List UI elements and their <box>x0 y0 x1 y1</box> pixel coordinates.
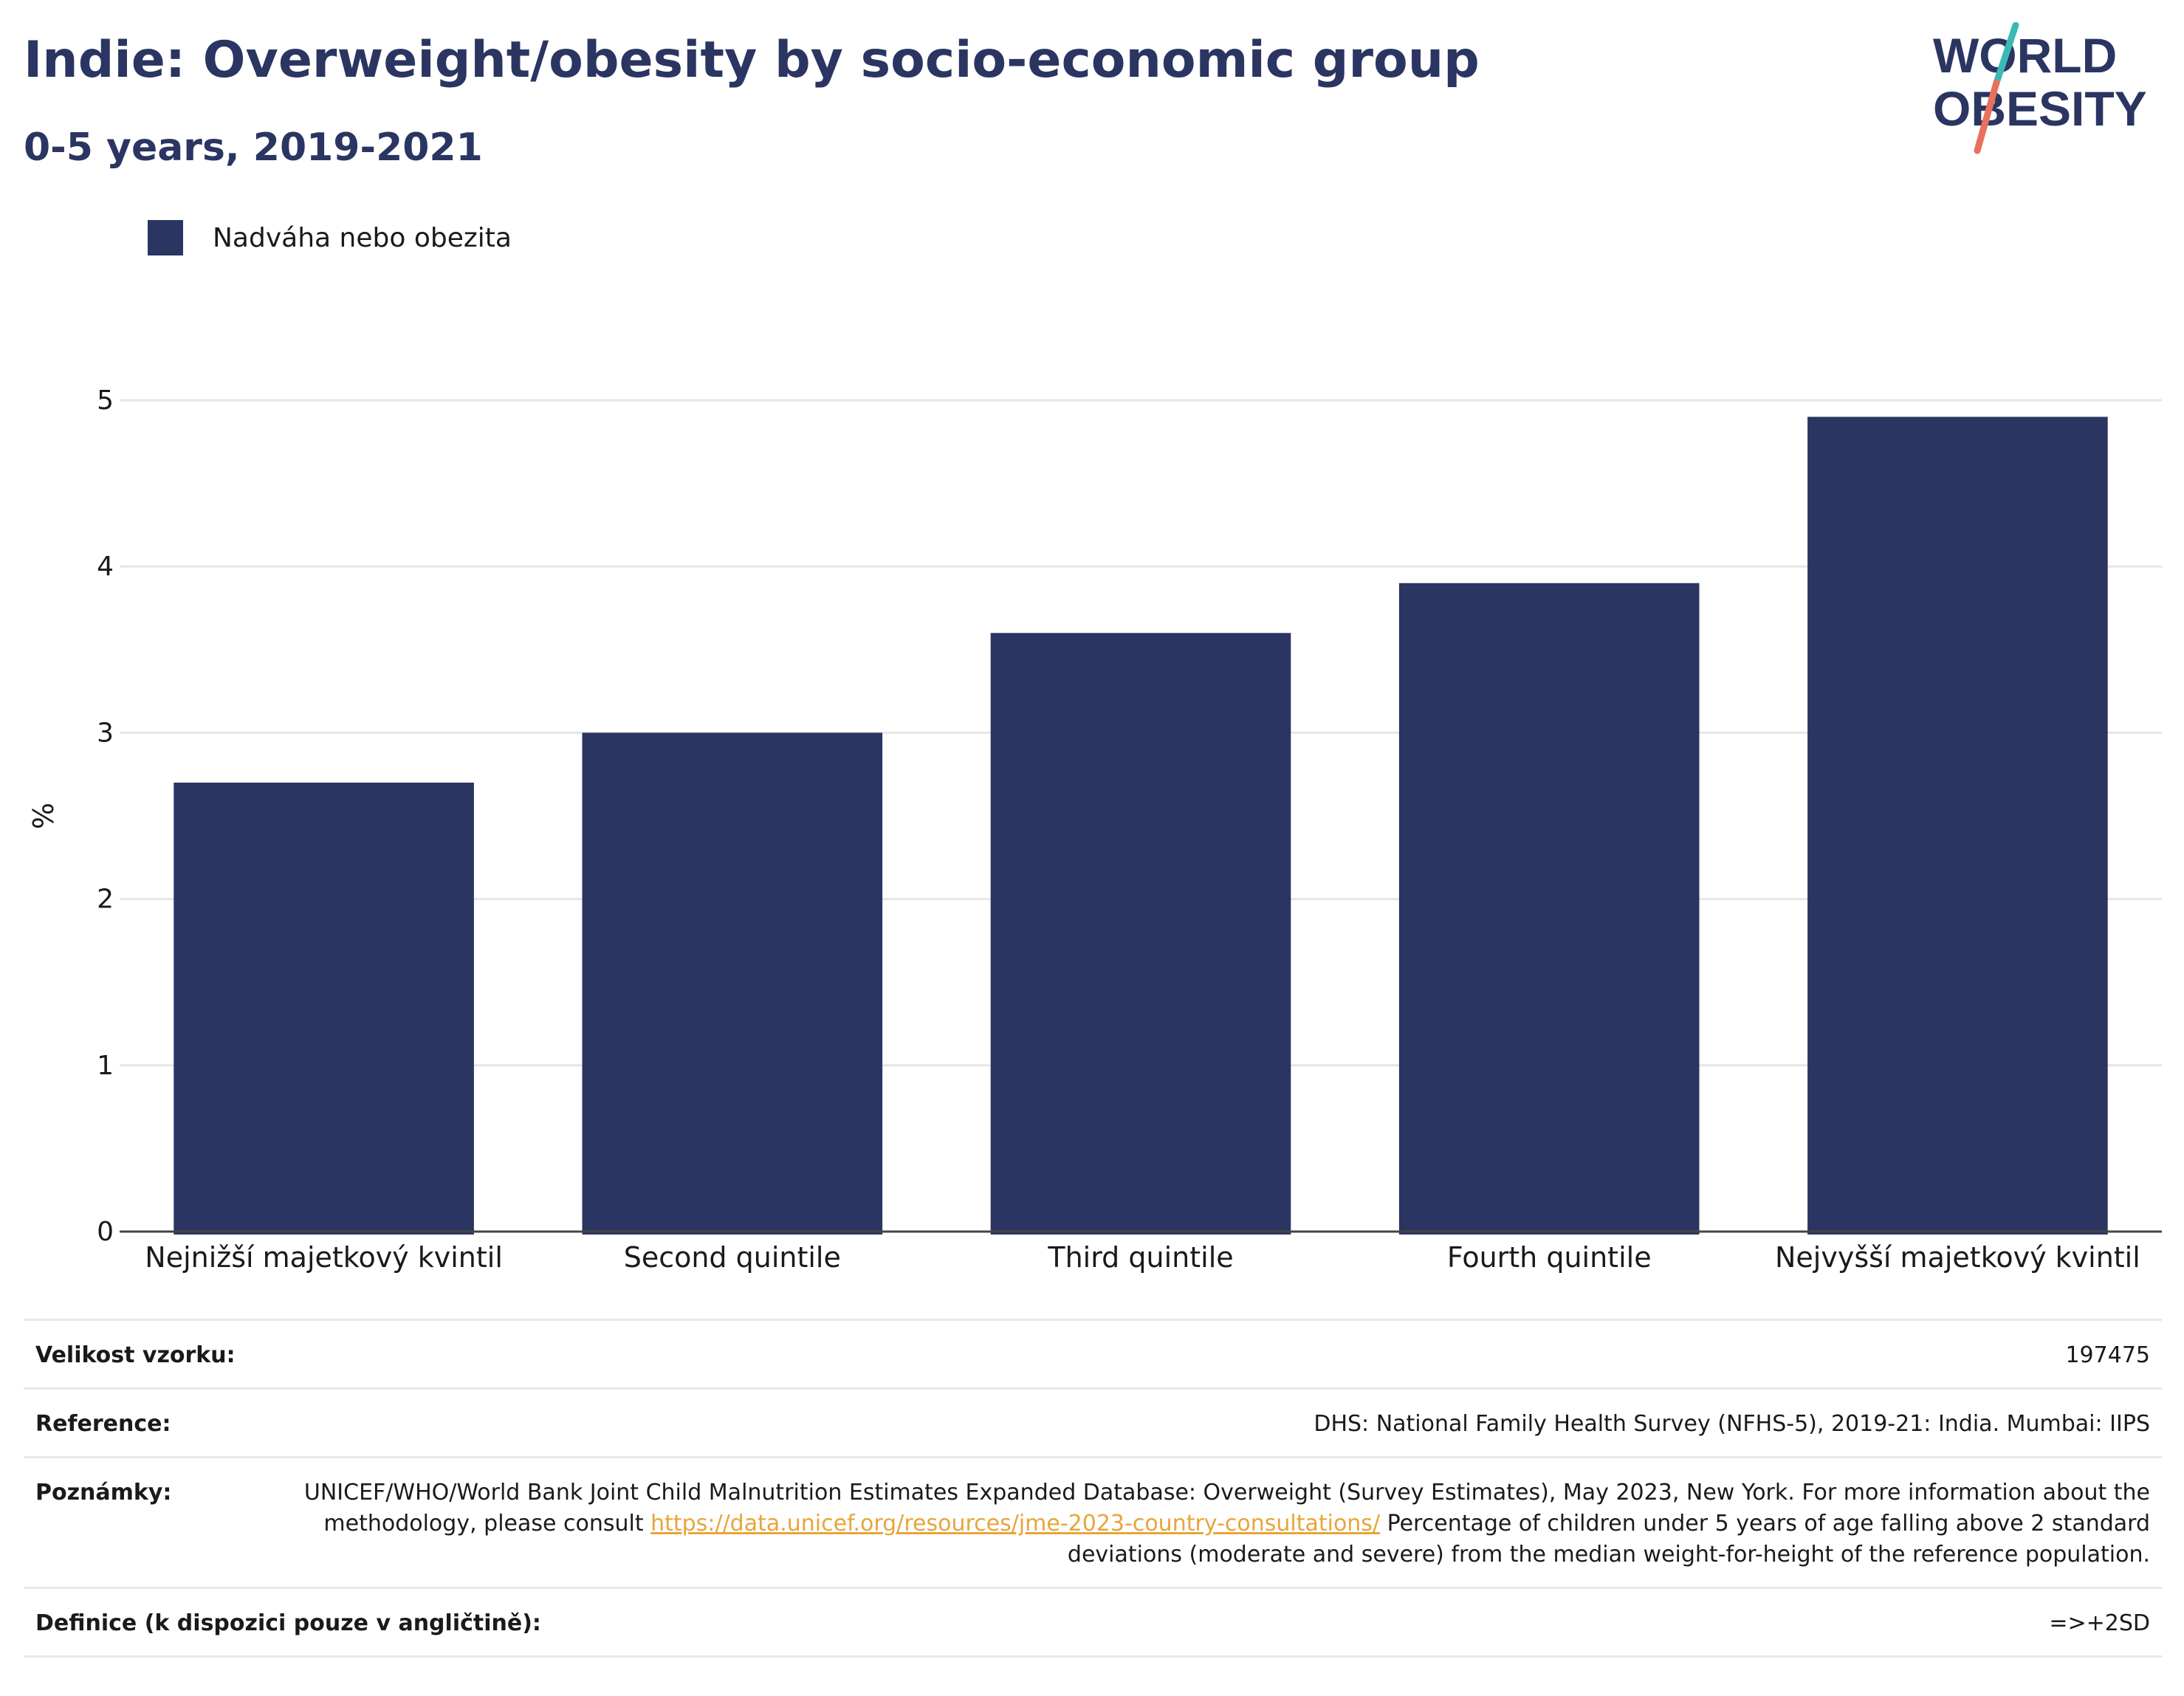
y-tick-label: 3 <box>97 718 114 748</box>
meta-row-reference: Reference: DHS: National Family Health S… <box>24 1387 2162 1456</box>
y-axis-label: % <box>27 803 60 829</box>
meta-value-definition: =>+2SD <box>2049 1610 2150 1636</box>
legend[interactable]: Nadváha nebo obezita <box>148 220 512 255</box>
notes-link[interactable]: https://data.unicef.org/resources/jme-20… <box>650 1511 1381 1537</box>
meta-value-sample-size: 197475 <box>2065 1342 2150 1368</box>
y-tick-label: 2 <box>97 885 114 915</box>
legend-label: Nadváha nebo obezita <box>213 222 512 253</box>
meta-row-sample-size: Velikost vzorku: 197475 <box>24 1319 2162 1387</box>
bar <box>174 782 474 1235</box>
chart-subtitle: 0-5 years, 2019-2021 <box>24 126 483 170</box>
metadata-table: Velikost vzorku: 197475 Reference: DHS: … <box>24 1319 2162 1658</box>
meta-key-definition: Definice (k dispozici pouze v angličtině… <box>35 1610 541 1636</box>
logo-line2: OBESITY <box>1933 81 2147 136</box>
x-tick-label: Fourth quintile <box>1447 1241 1652 1274</box>
y-tick-label: 1 <box>97 1051 114 1081</box>
bar <box>1398 583 1700 1235</box>
notes-text-2: Percentage of children under 5 years of … <box>1067 1511 2150 1568</box>
logo-slash-coral <box>1974 79 2000 154</box>
x-tick-label: Nejvyšší majetkový kvintil <box>1775 1241 2140 1274</box>
y-tick-label: 4 <box>97 552 114 582</box>
x-tick-label: Third quintile <box>1047 1241 1233 1274</box>
logo-line1: WORLD <box>1933 28 2117 83</box>
meta-key-reference: Reference: <box>35 1411 171 1437</box>
x-tick-label: Second quintile <box>624 1241 841 1274</box>
meta-row-notes: Poznámky: UNICEF/WHO/World Bank Joint Ch… <box>24 1456 2162 1587</box>
world-obesity-logo: WORLD OBESITY <box>1933 22 2147 154</box>
meta-value-notes: UNICEF/WHO/World Bank Joint Child Malnut… <box>260 1477 2150 1570</box>
notes-text-1: UNICEF/WHO/World Bank Joint Child Malnut… <box>303 1480 2150 1537</box>
x-tick-label: Nejnižší majetkový kvintil <box>145 1241 503 1274</box>
y-tick-label: 0 <box>97 1217 114 1247</box>
meta-key-sample-size: Velikost vzorku: <box>35 1342 236 1368</box>
legend-swatch <box>148 220 183 255</box>
chart-title: Indie: Overweight/obesity by socio-econo… <box>24 31 1480 89</box>
y-tick-label: 5 <box>97 385 114 416</box>
meta-key-notes: Poznámky: <box>35 1480 172 1506</box>
meta-row-definition: Definice (k dispozici pouze v angličtině… <box>24 1587 2162 1658</box>
logo-slash-teal <box>1993 22 2019 86</box>
bar-chart: 0 1 2 3 4 5% Nejnižší majetkový kvintil Second … <box>27 385 2162 1274</box>
bar <box>582 732 883 1235</box>
meta-value-reference: DHS: National Family Health Survey (NFHS… <box>1314 1411 2150 1437</box>
bar <box>1807 416 2108 1235</box>
bar <box>990 633 1291 1235</box>
